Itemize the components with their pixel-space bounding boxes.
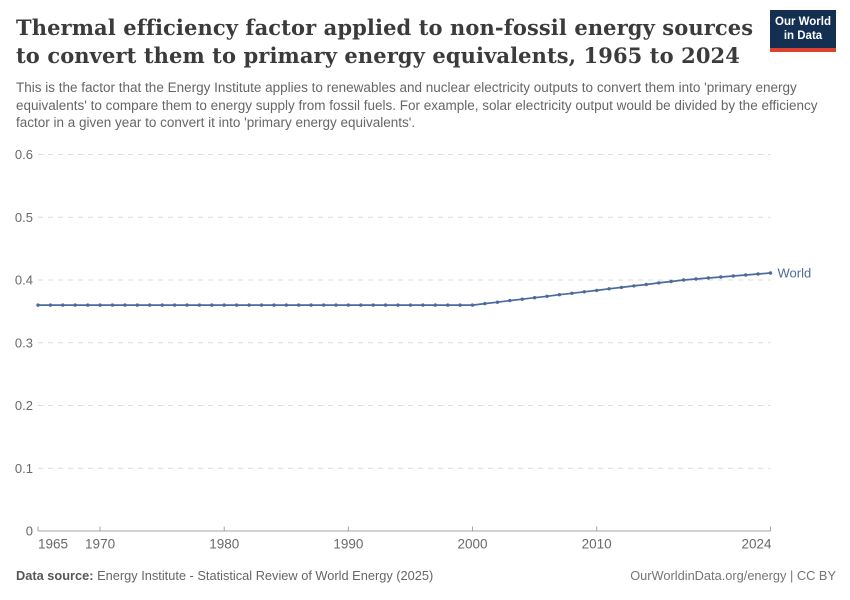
owid-logo-line2: in Data — [783, 30, 823, 42]
owid-logo: Our World in Data — [770, 10, 836, 52]
svg-text:2010: 2010 — [582, 537, 612, 552]
svg-text:World: World — [778, 265, 812, 280]
svg-text:0.5: 0.5 — [15, 210, 33, 225]
svg-text:0.1: 0.1 — [15, 461, 33, 476]
svg-text:1970: 1970 — [85, 537, 115, 552]
svg-text:0.2: 0.2 — [15, 398, 33, 413]
data-source-text: Energy Institute - Statistical Review of… — [93, 568, 434, 583]
credit-link: OurWorldinData.org/energy | CC BY — [630, 568, 836, 583]
svg-text:0.6: 0.6 — [15, 147, 33, 162]
chart-title-line1: Thermal efficiency factor applied to non… — [16, 15, 754, 40]
svg-text:0.4: 0.4 — [15, 273, 33, 288]
svg-text:1965: 1965 — [38, 537, 68, 552]
data-source-label: Data source: — [16, 568, 94, 583]
svg-text:1980: 1980 — [209, 537, 239, 552]
chart-subtitle: This is the factor that the Energy Insti… — [16, 80, 818, 130]
chart-title-line2: to convert them to primary energy equiva… — [16, 43, 740, 68]
chart-header: Thermal efficiency factor applied to non… — [16, 10, 836, 132]
svg-text:2024: 2024 — [741, 537, 772, 552]
svg-text:1990: 1990 — [333, 537, 363, 552]
owid-logo-line1: Our World — [775, 16, 832, 28]
line-chart: 0 0.1 0.2 0.3 0.4 0.5 0.6 1965 1970 1980 1990 2000 2… — [15, 147, 812, 552]
svg-text:0.3: 0.3 — [15, 335, 33, 350]
svg-text:0: 0 — [26, 524, 33, 539]
svg-text:2000: 2000 — [458, 537, 488, 552]
data-source: Data source: Energy Institute - Statisti… — [16, 568, 433, 583]
chart-footer: Data source: Energy Institute - Statisti… — [16, 568, 836, 583]
chart-title: Thermal efficiency factor applied to non… — [16, 14, 761, 70]
